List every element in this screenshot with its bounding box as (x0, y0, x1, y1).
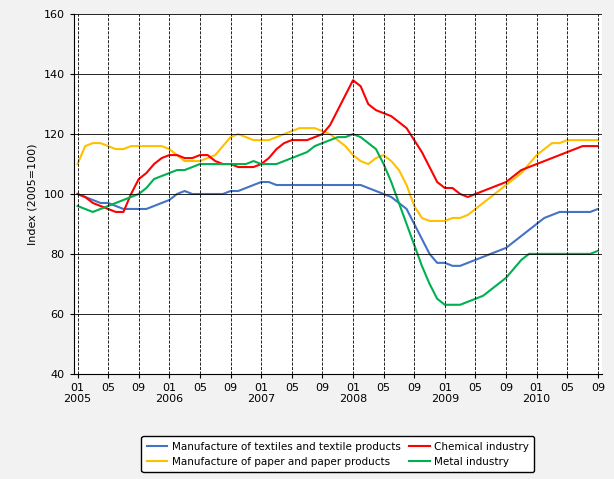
Chemical industry (120, 209, 127, 215)
Manufacture of textiles and textile products (158, 200, 165, 206)
Chemical industry (112, 209, 120, 215)
Metal industry (74, 203, 81, 209)
Manufacture of textiles and textile products (449, 263, 456, 269)
Manufacture of textiles and textile products (257, 179, 265, 185)
Chemical industry (166, 152, 173, 158)
Manufacture of paper and paper products (173, 152, 181, 158)
Metal industry (441, 302, 448, 308)
Line: Manufacture of paper and paper products: Manufacture of paper and paper products (77, 128, 598, 221)
Metal industry (158, 173, 165, 179)
Manufacture of paper and paper products (158, 143, 165, 149)
Manufacture of paper and paper products (487, 194, 494, 200)
Manufacture of paper and paper products (112, 146, 120, 152)
Metal industry (380, 161, 387, 167)
Manufacture of paper and paper products (74, 161, 81, 167)
Line: Metal industry: Metal industry (77, 134, 598, 305)
Manufacture of paper and paper products (586, 137, 594, 143)
Manufacture of paper and paper products (380, 152, 387, 158)
Line: Manufacture of textiles and textile products: Manufacture of textiles and textile prod… (77, 182, 598, 266)
Metal industry (594, 248, 602, 254)
Manufacture of textiles and textile products (173, 191, 181, 197)
Chemical industry (586, 143, 594, 149)
Manufacture of textiles and textile products (380, 191, 387, 197)
Manufacture of paper and paper products (426, 218, 433, 224)
Metal industry (349, 131, 357, 137)
Line: Chemical industry: Chemical industry (77, 80, 598, 212)
Chemical industry (594, 143, 602, 149)
Chemical industry (74, 191, 81, 197)
Metal industry (173, 167, 181, 173)
Manufacture of textiles and textile products (74, 191, 81, 197)
Chemical industry (387, 114, 395, 119)
Chemical industry (181, 155, 188, 161)
Manufacture of paper and paper products (594, 137, 602, 143)
Manufacture of textiles and textile products (487, 251, 494, 257)
Legend: Manufacture of textiles and textile products, Manufacture of paper and paper pro: Manufacture of textiles and textile prod… (141, 436, 534, 472)
Manufacture of textiles and textile products (594, 206, 602, 212)
Chemical industry (487, 185, 494, 191)
Manufacture of paper and paper products (296, 125, 303, 131)
Metal industry (487, 287, 494, 293)
Metal industry (112, 200, 120, 206)
Chemical industry (349, 78, 357, 83)
Y-axis label: Index (2005=100): Index (2005=100) (28, 143, 38, 245)
Metal industry (586, 251, 594, 257)
Manufacture of textiles and textile products (112, 203, 120, 209)
Manufacture of textiles and textile products (586, 209, 594, 215)
